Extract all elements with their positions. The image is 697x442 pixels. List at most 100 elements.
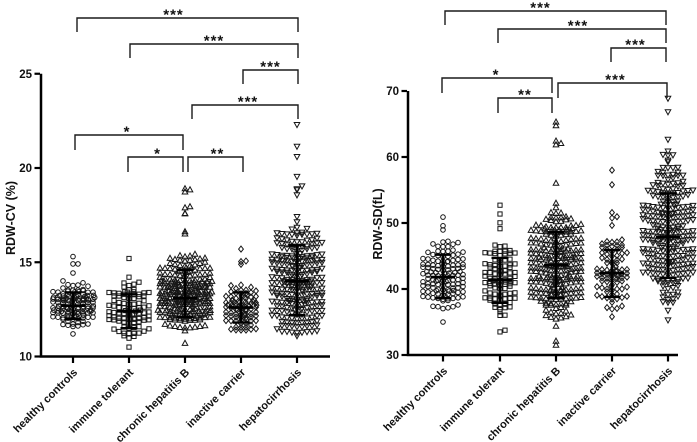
data-point: [624, 283, 630, 291]
data-point: [268, 274, 276, 281]
data-point: [502, 243, 508, 249]
data-point: [65, 281, 71, 288]
data-point: [303, 231, 311, 238]
data-point: [512, 280, 518, 286]
data-point: [455, 239, 461, 246]
error-bar: [285, 244, 309, 317]
data-point: [689, 269, 697, 276]
error-bar: [488, 256, 512, 305]
data-point: [60, 278, 66, 284]
data-point: [318, 307, 326, 314]
data-point: [460, 256, 466, 262]
data-point: [308, 328, 316, 335]
data-point: [542, 215, 550, 222]
data-point: [455, 256, 461, 263]
data-point: [111, 303, 117, 309]
data-point: [502, 312, 508, 318]
data-point: [679, 172, 687, 179]
data-point: [201, 264, 209, 271]
data-point: [141, 317, 147, 323]
data-point: [228, 325, 234, 333]
data-point: [288, 226, 296, 233]
significance-bracket: [497, 28, 667, 43]
data-point: [425, 280, 431, 287]
mean-sd-error-bars: [61, 244, 309, 330]
significance-bracket: [127, 156, 184, 172]
y-tick-label: 40: [386, 284, 399, 296]
data-point: [141, 315, 147, 321]
data-point: [440, 243, 446, 250]
data-point: [659, 151, 667, 158]
data-point: [313, 328, 321, 335]
data-point: [181, 209, 189, 216]
error-bar: [61, 291, 85, 320]
data-point: [624, 249, 630, 257]
data-point: [50, 288, 56, 295]
data-point: [552, 322, 560, 329]
data-point: [90, 289, 96, 295]
data-point: [425, 249, 431, 256]
data-point: [131, 301, 137, 307]
data-point: [268, 265, 276, 272]
data-point: [126, 330, 132, 336]
axis-line: [39, 73, 330, 358]
data-point: [278, 328, 286, 335]
data-point: [624, 292, 630, 300]
data-point: [445, 243, 451, 250]
data-point: [609, 221, 615, 229]
axis-line: [406, 91, 678, 357]
error-bar: [173, 268, 197, 319]
data-point: [420, 255, 426, 262]
data-point: [116, 328, 122, 335]
y-axis-label-rdw-sd: RDW-SD(fL): [371, 188, 385, 259]
data-point: [293, 173, 301, 180]
significance-bracket: [441, 77, 553, 93]
data-point: [497, 202, 503, 208]
significance-brackets: ********** *****: [441, 0, 668, 113]
data-point: [487, 290, 493, 296]
data-point: [106, 289, 112, 296]
significance-label: ***: [260, 59, 281, 76]
error-bar: [117, 293, 141, 330]
category-label-inactive-carrier: inactive carrier: [555, 365, 619, 429]
mean-sd-error-bars: [431, 192, 680, 305]
data-point: [502, 285, 508, 292]
data-point: [527, 226, 535, 233]
data-point: [425, 261, 431, 268]
category-label-inactive-carrier: inactive carrier: [184, 366, 248, 430]
data-point: [111, 290, 117, 296]
data-point: [186, 203, 194, 210]
data-point: [191, 250, 199, 257]
data-point: [512, 261, 518, 267]
data-point: [532, 221, 540, 228]
data-point: [136, 279, 142, 285]
data-point: [141, 293, 147, 299]
data-point: [318, 274, 326, 281]
data-point: [507, 290, 513, 296]
data-point: [318, 265, 326, 272]
data-point: [502, 327, 508, 333]
data-point: [507, 270, 513, 276]
data-point: [146, 303, 152, 309]
data-point: [440, 248, 446, 255]
data-point: [482, 288, 488, 294]
data-point: [497, 220, 503, 226]
data-point: [644, 187, 652, 194]
scatter-points: [420, 95, 697, 348]
data-point: [435, 303, 441, 310]
data-point: [116, 305, 122, 311]
y-tick-label: 20: [19, 163, 32, 175]
data-point: [440, 214, 446, 220]
data-point: [664, 109, 672, 116]
data-point: [577, 227, 585, 234]
data-point: [273, 274, 281, 281]
data-point: [614, 213, 620, 221]
data-point: [318, 251, 326, 258]
data-point: [238, 245, 244, 253]
data-point: [136, 324, 142, 330]
data-point: [445, 238, 451, 245]
data-point: [577, 220, 585, 227]
data-point: [70, 270, 76, 276]
